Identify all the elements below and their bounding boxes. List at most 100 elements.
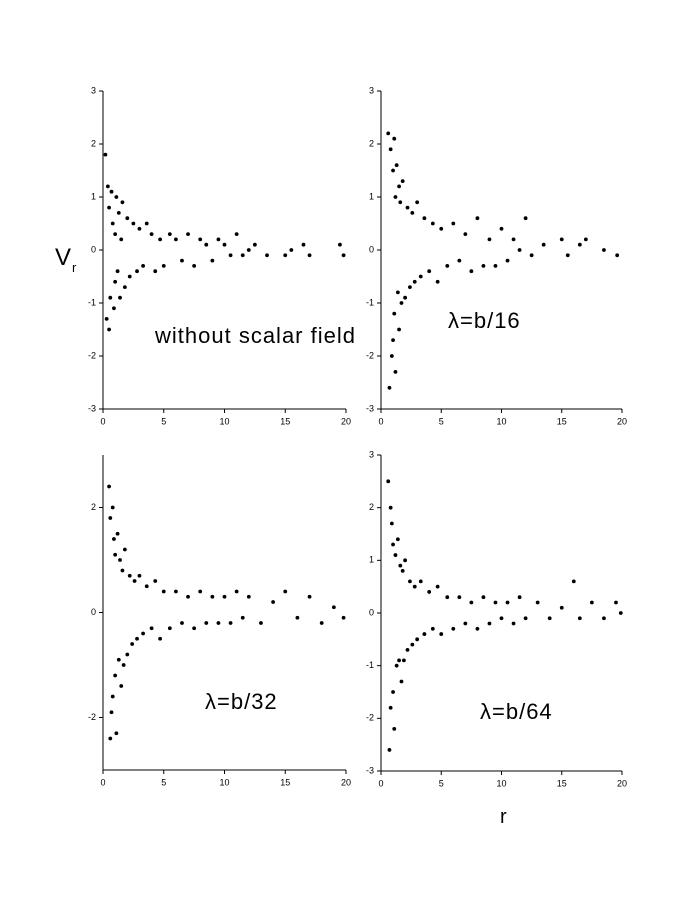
point (397, 184, 401, 189)
point (295, 615, 300, 620)
point (118, 295, 122, 300)
x-tick-label: 15 (280, 777, 290, 787)
point (186, 232, 190, 237)
point (283, 589, 288, 594)
point (389, 354, 394, 358)
point (481, 264, 486, 268)
point (393, 370, 398, 374)
point (103, 152, 108, 157)
x-tick-label: 0 (378, 778, 383, 788)
point (107, 327, 111, 332)
point (112, 537, 116, 541)
point (439, 226, 444, 231)
point (577, 616, 582, 621)
point (427, 590, 432, 594)
point (283, 253, 288, 258)
point (341, 615, 346, 620)
point (289, 248, 294, 252)
y-tick-label: 0 (91, 607, 96, 617)
point (481, 595, 486, 600)
point (389, 521, 394, 526)
point (113, 232, 118, 237)
point (130, 642, 135, 646)
point (341, 253, 346, 258)
point (387, 748, 392, 752)
x-tick-label: 20 (617, 778, 627, 788)
point (614, 600, 618, 605)
point (499, 226, 504, 231)
point (127, 274, 132, 279)
point (174, 589, 178, 594)
point (246, 248, 251, 252)
point (115, 531, 120, 536)
point (398, 200, 403, 205)
y-tick-label: -1 (366, 660, 374, 670)
y-tick-label: 3 (369, 449, 374, 459)
point (410, 642, 415, 647)
point (541, 242, 546, 247)
point (210, 594, 215, 599)
point (149, 232, 154, 237)
point (618, 611, 623, 615)
point (392, 311, 397, 316)
point (565, 253, 570, 258)
y-tick-label: 2 (91, 138, 96, 148)
point (120, 200, 125, 205)
point (110, 505, 115, 510)
point (517, 595, 522, 600)
point (393, 195, 398, 199)
point (122, 547, 127, 552)
point (307, 594, 312, 599)
point (493, 264, 498, 268)
point (158, 237, 163, 242)
point (457, 595, 462, 600)
x-tick-label: 0 (100, 777, 105, 787)
point (265, 253, 269, 258)
point (222, 242, 227, 247)
point (141, 264, 145, 268)
point (144, 221, 149, 226)
point (125, 216, 130, 221)
point (457, 258, 462, 263)
point (400, 568, 405, 573)
y-tick-label: -3 (366, 403, 374, 413)
point (259, 621, 263, 625)
point (112, 306, 116, 311)
point (410, 211, 415, 215)
x-tick-label: 10 (496, 416, 506, 426)
point (400, 179, 405, 184)
point (387, 385, 392, 390)
point (174, 237, 178, 242)
point (137, 573, 142, 578)
y-axis-label: V (55, 244, 71, 271)
point (391, 690, 395, 694)
point (149, 626, 154, 631)
point (307, 253, 312, 258)
point (252, 242, 257, 247)
point (210, 258, 215, 263)
point (319, 621, 324, 625)
point (167, 626, 172, 631)
y-tick-label: -2 (88, 712, 96, 722)
point (422, 216, 427, 221)
point (451, 626, 456, 631)
point (216, 237, 221, 242)
point (475, 626, 480, 631)
point (397, 327, 401, 332)
point (415, 637, 420, 642)
point (113, 279, 118, 284)
point (113, 552, 118, 557)
point (391, 168, 395, 173)
point (240, 615, 245, 620)
point (435, 279, 440, 284)
annotation: without scalar field (154, 323, 356, 348)
point (422, 632, 427, 636)
point (393, 553, 398, 557)
point (122, 285, 127, 289)
point (602, 248, 606, 252)
y-tick-label: -1 (88, 297, 96, 307)
point (109, 189, 114, 194)
x-tick-label: 10 (219, 416, 229, 426)
point (493, 600, 498, 605)
y-tick-label: 0 (369, 607, 374, 617)
